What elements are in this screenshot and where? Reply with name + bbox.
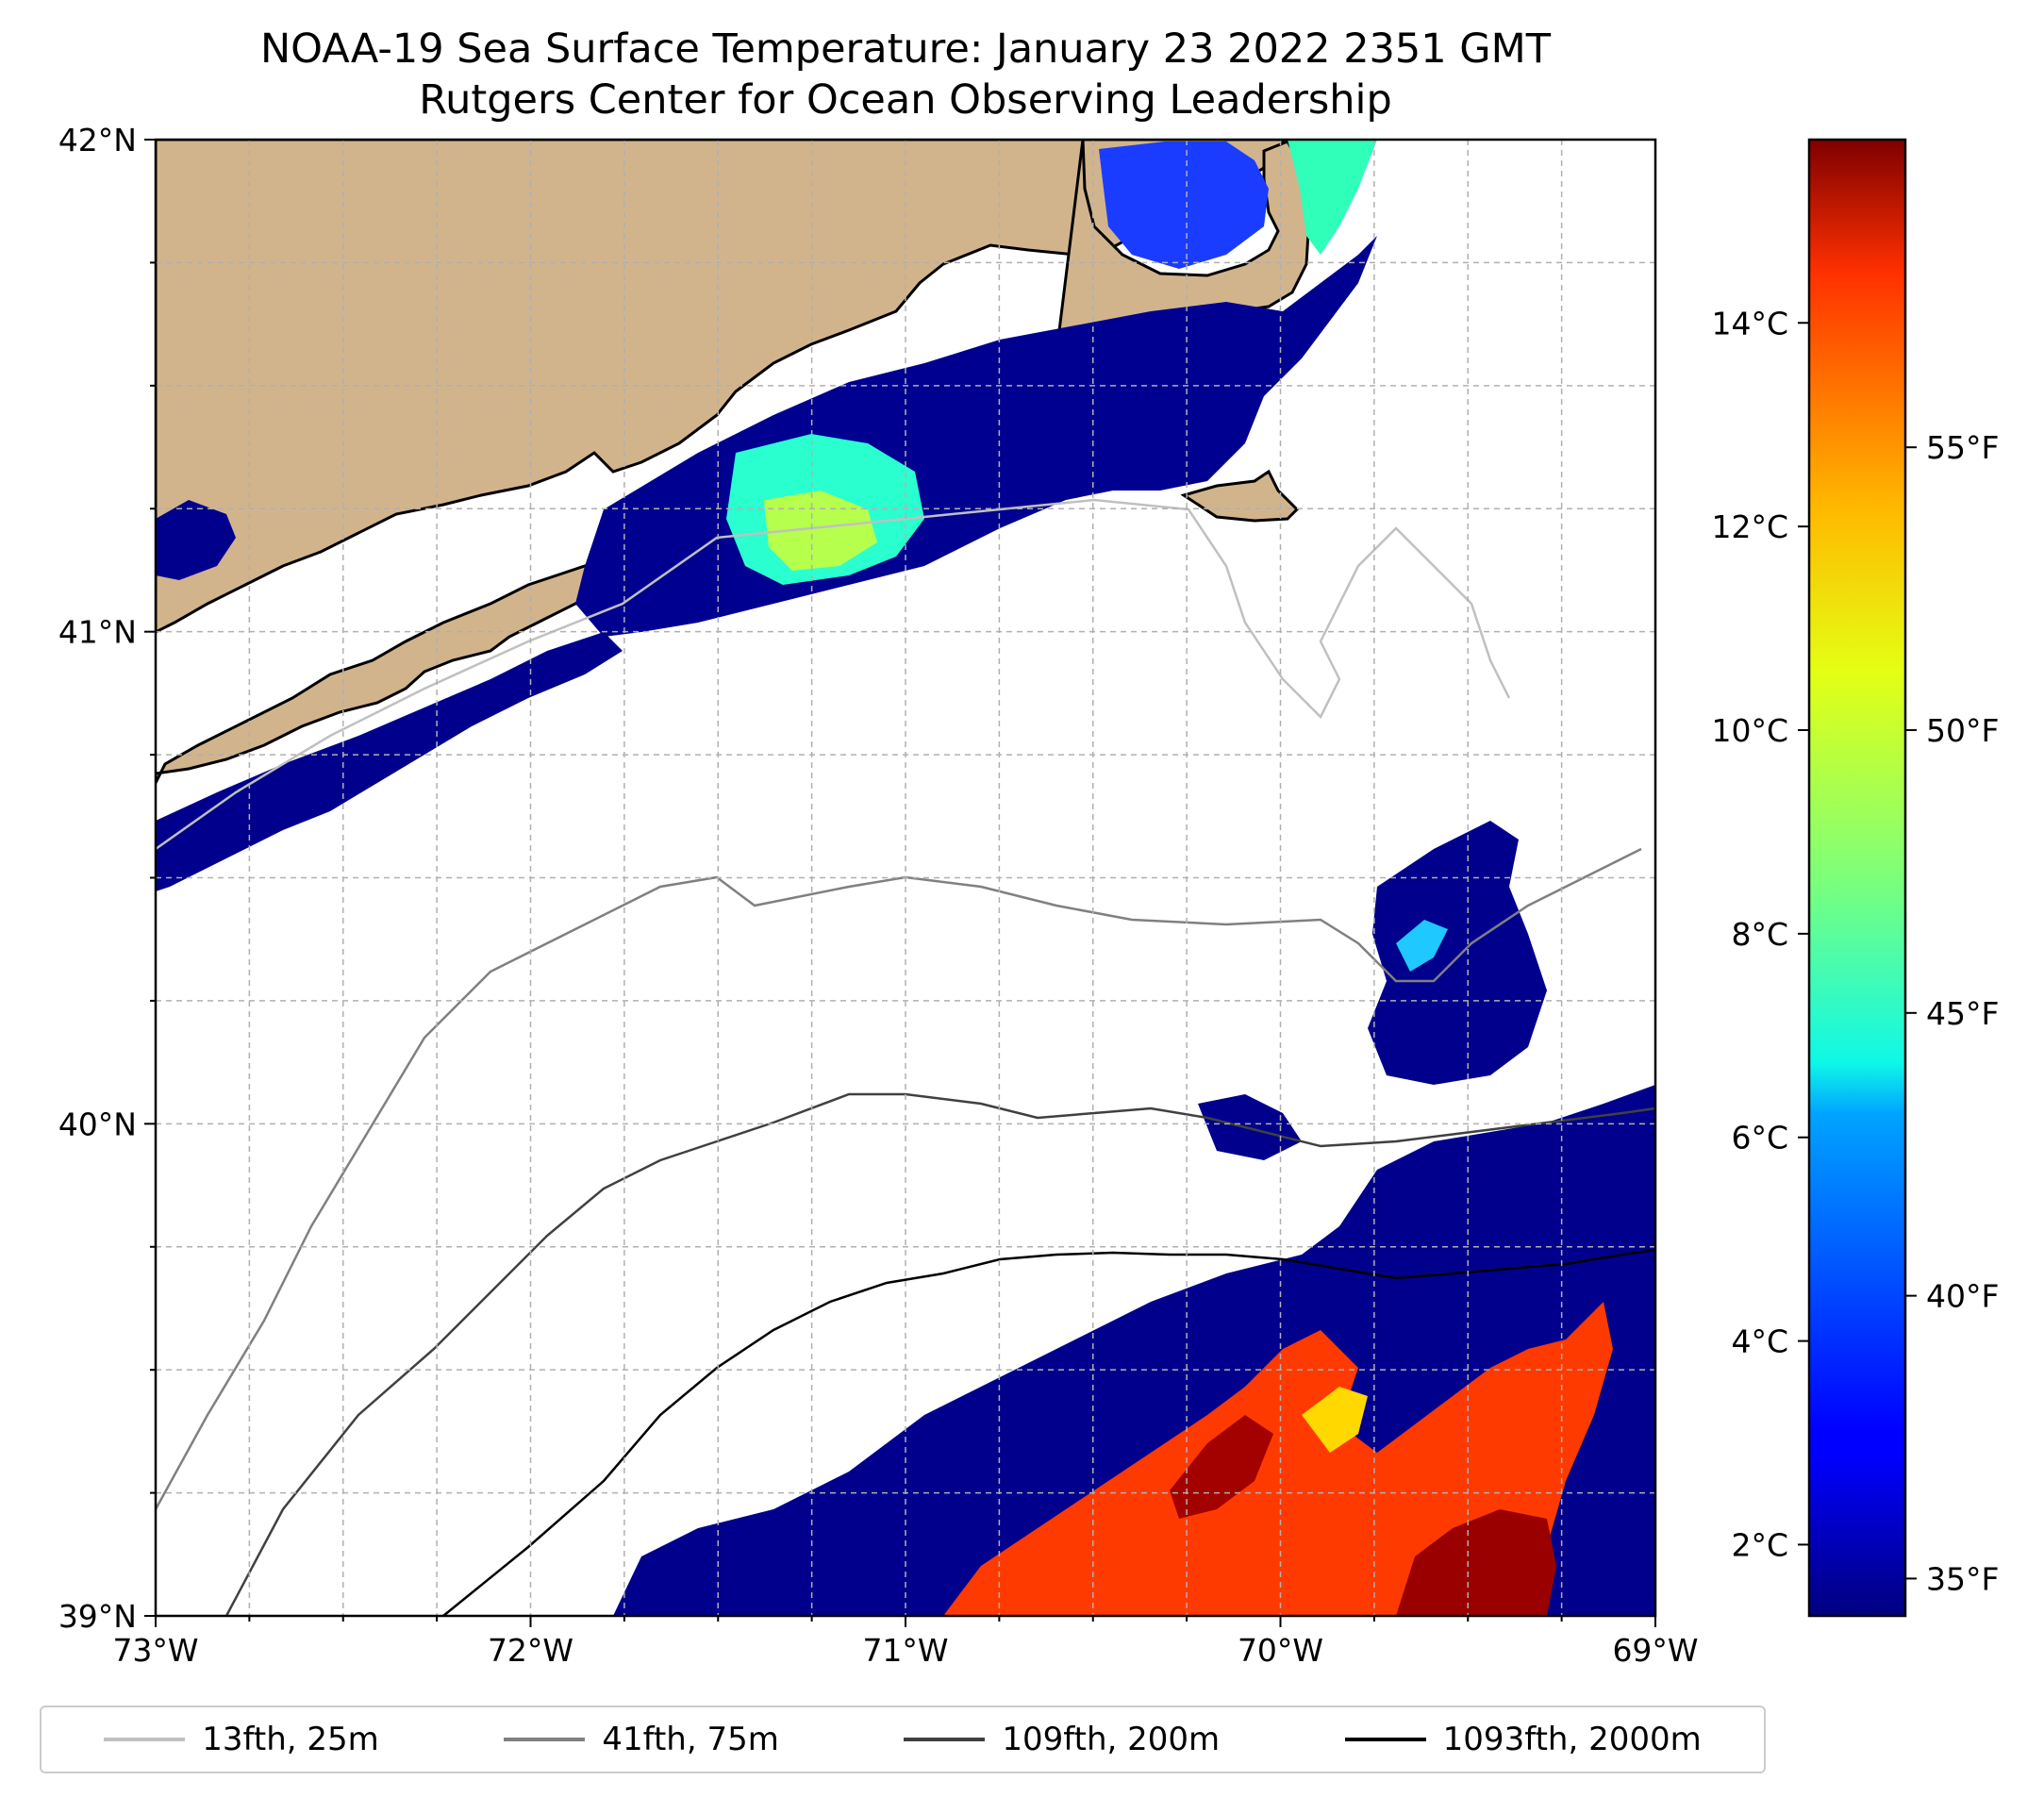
sst-patch-block-island-core: [764, 491, 877, 571]
contour-legend: 13fth, 25m 41fth, 75m 109fth, 200m 1093fth,…: [40, 1705, 1766, 1773]
fahrenheit-tick-label: 50°F: [1926, 712, 1999, 749]
colorbar-celsius-ticks: 2°C 4°C 6°C 8°C 10°C 12°C 14°C: [1711, 305, 1809, 1563]
lon-tick-label: 69°W: [1612, 1632, 1698, 1669]
celsius-tick-label: 2°C: [1731, 1526, 1788, 1563]
legend-label: 13fth, 25m: [202, 1721, 379, 1758]
legend-swatch: [504, 1738, 586, 1741]
colorbar: 2°C 4°C 6°C 8°C 10°C 12°C 14°C 35°F 40°F 45°F 50°…: [1711, 138, 1999, 1618]
celsius-tick-label: 6°C: [1731, 1120, 1788, 1156]
colorbar-fahrenheit-ticks: 35°F 40°F 45°F 50°F 55°F: [1905, 429, 1999, 1597]
contour-200m: [224, 1092, 1655, 1616]
celsius-tick-label: 4°C: [1731, 1323, 1788, 1360]
legend-label: 109fth, 200m: [1002, 1721, 1221, 1758]
celsius-tick-label: 12°C: [1711, 508, 1788, 545]
sst-patch-west-edge: [156, 500, 236, 580]
lat-tick-label: 39°N: [58, 1598, 137, 1635]
legend-label: 1093fth, 2000m: [1442, 1721, 1702, 1758]
celsius-tick-label: 14°C: [1711, 305, 1788, 341]
legend-swatch: [904, 1738, 986, 1741]
map-plot-area: [156, 140, 1655, 1616]
sst-patch-east-mid-warm: [1396, 920, 1448, 972]
legend-item: 109fth, 200m: [904, 1721, 1220, 1758]
fahrenheit-tick-label: 40°F: [1926, 1278, 1999, 1315]
lon-tick-label: 71°W: [862, 1632, 948, 1669]
longitude-axis: 73°W 72°W 71°W 70°W 69°W: [112, 1616, 1699, 1669]
lon-tick-label: 70°W: [1238, 1632, 1323, 1669]
sst-patch-long-island-south: [156, 632, 623, 891]
legend-item: 13fth, 25m: [104, 1721, 379, 1758]
contour-25m: [156, 498, 1511, 851]
legend-swatch: [104, 1738, 186, 1741]
sst-patch-cape-cod-bay: [1099, 141, 1269, 269]
latitude-axis: 42°N 41°N 40°N 39°N: [58, 122, 156, 1635]
sst-data-layer: [156, 140, 1655, 1616]
map-title: NOAA-19 Sea Surface Temperature: January…: [260, 25, 1551, 73]
lat-tick-label: 41°N: [58, 614, 137, 651]
celsius-tick-label: 8°C: [1731, 916, 1788, 953]
sst-patch-cape-east: [1288, 140, 1377, 255]
lon-tick-label: 72°W: [488, 1632, 573, 1669]
fahrenheit-tick-label: 35°F: [1926, 1560, 1999, 1597]
legend-item: 41fth, 75m: [504, 1721, 779, 1758]
legend-swatch: [1344, 1738, 1426, 1741]
legend-label: 41fth, 75m: [602, 1721, 779, 1758]
bathymetry-contours: [156, 498, 1655, 1616]
celsius-tick-label: 10°C: [1711, 712, 1788, 749]
colorbar-scale: [1807, 138, 1907, 1618]
sst-patch-yellow-band: [1302, 1387, 1368, 1453]
map-subtitle: Rutgers Center for Ocean Observing Leade…: [419, 76, 1392, 124]
gridlines: [156, 140, 1655, 1616]
lat-tick-label: 40°N: [58, 1106, 137, 1142]
lon-tick-label: 73°W: [112, 1632, 198, 1669]
fahrenheit-tick-label: 45°F: [1926, 995, 1999, 1032]
legend-item: 1093fth, 2000m: [1344, 1721, 1702, 1758]
lat-tick-label: 42°N: [58, 122, 137, 158]
sst-patch-east-mid: [1368, 821, 1547, 1085]
fahrenheit-tick-label: 55°F: [1926, 429, 1999, 466]
sst-patch-hot-core: [1396, 1509, 1556, 1616]
contour-2000m: [442, 1248, 1655, 1616]
